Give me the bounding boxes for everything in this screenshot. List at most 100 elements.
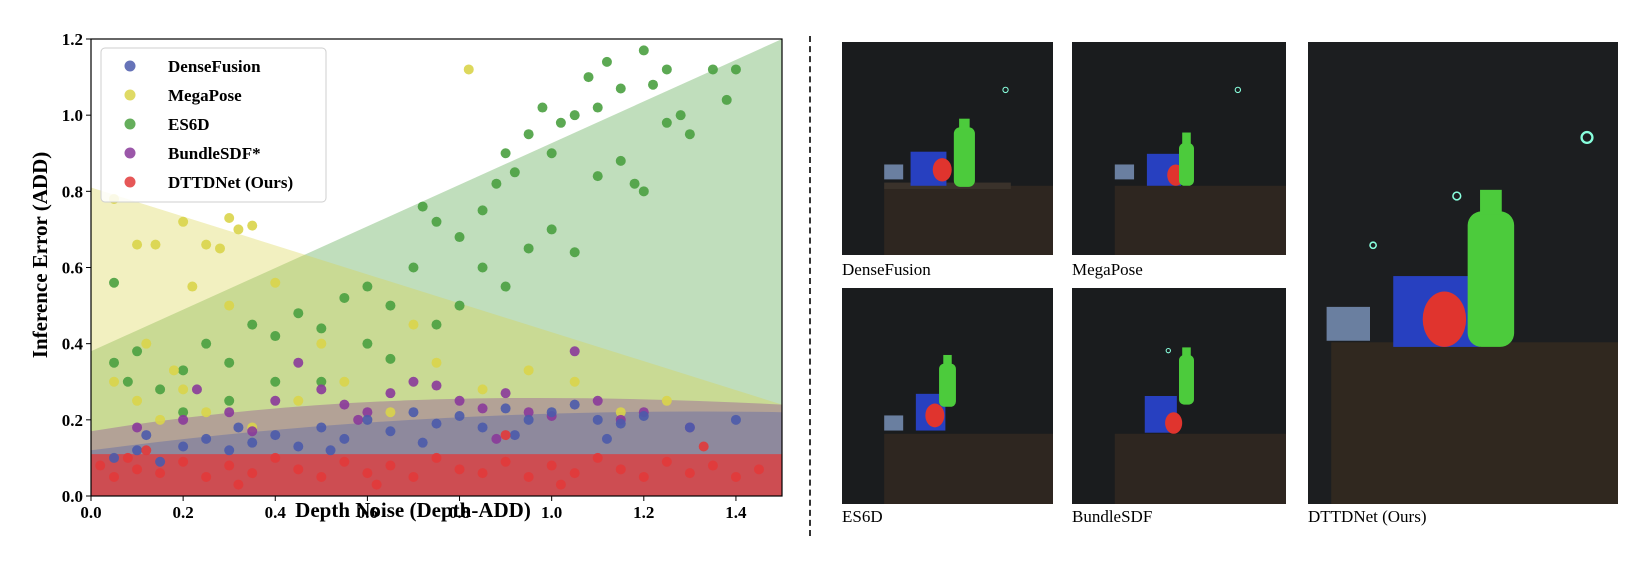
data-point bbox=[224, 300, 235, 311]
data-point bbox=[293, 357, 304, 368]
data-point bbox=[523, 129, 534, 140]
x-tick-label: 0.6 bbox=[357, 503, 378, 522]
data-point bbox=[592, 171, 603, 182]
data-point bbox=[509, 430, 520, 441]
data-point bbox=[408, 407, 419, 418]
data-point bbox=[224, 212, 235, 223]
data-point bbox=[569, 399, 580, 410]
data-points bbox=[95, 45, 764, 490]
legend-marker bbox=[124, 89, 136, 101]
data-point bbox=[523, 471, 534, 482]
panel-bundlesdf bbox=[1072, 288, 1286, 504]
data-point bbox=[569, 346, 580, 357]
band-es6d bbox=[91, 39, 782, 496]
data-point bbox=[454, 395, 465, 406]
data-point bbox=[431, 452, 442, 463]
data-point bbox=[270, 376, 281, 387]
data-point bbox=[491, 433, 502, 444]
data-point bbox=[477, 422, 488, 433]
data-point bbox=[141, 430, 152, 441]
data-point bbox=[178, 407, 189, 418]
data-point bbox=[178, 456, 189, 467]
x-tick-label: 0.0 bbox=[80, 503, 101, 522]
data-point bbox=[141, 338, 152, 349]
data-point bbox=[523, 407, 534, 418]
data-point bbox=[615, 418, 626, 429]
data-point bbox=[555, 117, 566, 128]
data-point bbox=[132, 395, 143, 406]
data-point bbox=[431, 380, 442, 391]
data-point bbox=[408, 471, 419, 482]
caption-dttdnet: DTTDNet (Ours) bbox=[1308, 507, 1427, 526]
data-point bbox=[454, 464, 465, 475]
data-point bbox=[270, 331, 281, 342]
data-point bbox=[155, 468, 166, 479]
x-tick-label: 1.4 bbox=[725, 503, 747, 522]
panel-dttdnet bbox=[1308, 42, 1618, 504]
data-point bbox=[408, 262, 419, 273]
x-tick-label: 0.8 bbox=[449, 503, 470, 522]
data-point bbox=[109, 357, 120, 368]
data-point bbox=[362, 281, 373, 292]
x-tick-label: 1.2 bbox=[633, 503, 654, 522]
data-point bbox=[661, 117, 672, 128]
data-point bbox=[247, 220, 258, 231]
data-point bbox=[168, 365, 179, 376]
data-point bbox=[500, 388, 511, 399]
data-point bbox=[385, 407, 396, 418]
data-point bbox=[339, 399, 350, 410]
data-point bbox=[201, 239, 212, 250]
data-point bbox=[569, 376, 580, 387]
data-point bbox=[500, 430, 511, 441]
data-point bbox=[546, 407, 557, 418]
data-point bbox=[122, 376, 133, 387]
data-point bbox=[109, 471, 120, 482]
caption-bundlesdf: BundleSDF bbox=[1072, 507, 1153, 526]
data-point bbox=[178, 441, 189, 452]
x-tick-label: 0.4 bbox=[265, 503, 287, 522]
data-point bbox=[362, 414, 373, 425]
legend-label: ES6D bbox=[168, 115, 210, 134]
data-point bbox=[339, 433, 350, 444]
scene-image-densefusion bbox=[842, 42, 1053, 255]
data-point bbox=[500, 456, 511, 467]
data-point bbox=[214, 243, 225, 254]
y-tick-label: 1.2 bbox=[62, 30, 83, 49]
data-point bbox=[661, 395, 672, 406]
data-point bbox=[132, 445, 143, 456]
data-point bbox=[523, 414, 534, 425]
data-point bbox=[270, 452, 281, 463]
legend-label: DTTDNet (Ours) bbox=[168, 173, 293, 192]
data-point bbox=[629, 178, 640, 189]
legend-label: DenseFusion bbox=[168, 57, 261, 76]
scene-image-es6d bbox=[842, 288, 1053, 504]
data-point bbox=[371, 479, 382, 490]
data-point bbox=[569, 110, 580, 121]
data-point bbox=[233, 479, 244, 490]
data-point bbox=[385, 353, 396, 364]
data-point bbox=[684, 129, 695, 140]
data-point bbox=[638, 186, 649, 197]
data-point bbox=[270, 277, 281, 288]
data-point bbox=[385, 388, 396, 399]
data-point bbox=[109, 376, 120, 387]
data-point bbox=[270, 395, 281, 406]
data-point bbox=[178, 365, 189, 376]
data-point bbox=[178, 414, 189, 425]
data-point bbox=[270, 430, 281, 441]
data-point bbox=[247, 468, 258, 479]
data-point bbox=[500, 281, 511, 292]
data-point bbox=[477, 468, 488, 479]
data-point bbox=[95, 460, 106, 471]
data-point bbox=[122, 452, 133, 463]
data-point bbox=[721, 94, 732, 105]
data-point bbox=[362, 407, 373, 418]
x-ticks: 0.0 0.2 0.4 0.6 0.8 1.0 1.2 1.4 bbox=[80, 496, 747, 522]
scene-image-megapose bbox=[1072, 42, 1286, 255]
data-point bbox=[155, 456, 166, 467]
data-point bbox=[141, 445, 152, 456]
data-point bbox=[339, 376, 350, 387]
data-point bbox=[247, 437, 258, 448]
panel-densefusion bbox=[842, 42, 1053, 255]
data-point bbox=[385, 300, 396, 311]
